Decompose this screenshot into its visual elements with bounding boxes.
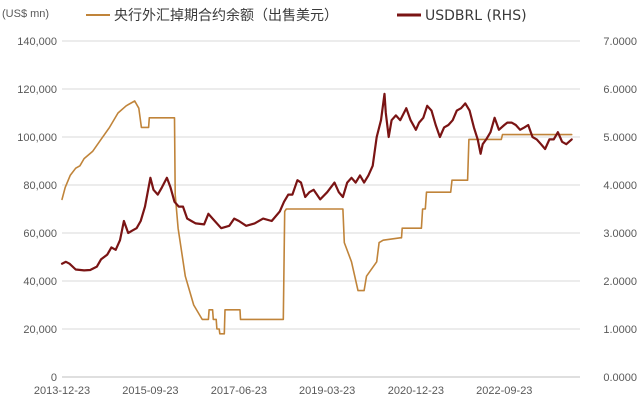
right-tick-label: 0.0000 xyxy=(603,372,637,384)
left-tick-label: 80,000 xyxy=(23,180,57,192)
left-tick-label: 20,000 xyxy=(23,324,57,336)
x-tick-label: 2017-06-23 xyxy=(211,385,267,397)
right-tick-label: 2.0000 xyxy=(603,276,637,288)
series-lines xyxy=(60,92,573,335)
right-tick-label: 3.0000 xyxy=(603,228,637,240)
x-tick-label: 2019-03-23 xyxy=(299,385,355,397)
left-tick-label: 100,000 xyxy=(17,132,57,144)
legend-label: USDBRL (RHS) xyxy=(425,8,527,24)
x-tick-label: 2013-12-23 xyxy=(34,385,90,397)
left-tick-label: 140,000 xyxy=(17,36,57,48)
right-axis-ticks: 0.0000 1.0000 2.0000 3.0000 4.0000 5.0000 6.00… xyxy=(603,36,637,384)
x-tick-label: 2022-09-23 xyxy=(476,385,532,397)
left-tick-label: 40,000 xyxy=(23,276,57,288)
left-tick-label: 120,000 xyxy=(17,84,57,96)
right-tick-label: 1.0000 xyxy=(603,324,637,336)
right-tick-label: 5.0000 xyxy=(603,132,637,144)
y-axis-unit-label: (US$ mn) xyxy=(2,8,49,20)
left-axis-ticks: 0 20,000 40,000 60,000 80,000 100,000 120,000 1… xyxy=(17,36,57,384)
legend-label: 央行外汇掉期合约余额（出售美元） xyxy=(114,7,338,24)
left-tick-label: 60,000 xyxy=(23,228,57,240)
x-tick-label: 2015-09-23 xyxy=(122,385,178,397)
x-tick-label: 2020-12-23 xyxy=(388,385,444,397)
series-line-swap-balance xyxy=(61,100,573,335)
x-axis-ticks: 2013-12-23 2015-09-23 2017-06-23 2019-03-23… xyxy=(34,385,533,397)
series-line-usdbrl xyxy=(60,92,573,272)
right-tick-label: 4.0000 xyxy=(603,180,637,192)
right-tick-label: 7.0000 xyxy=(603,36,637,48)
legend: 央行外汇掉期合约余额（出售美元） USDBRL (RHS) xyxy=(86,7,527,24)
right-tick-label: 6.0000 xyxy=(603,84,637,96)
left-tick-label: 0 xyxy=(51,372,57,384)
